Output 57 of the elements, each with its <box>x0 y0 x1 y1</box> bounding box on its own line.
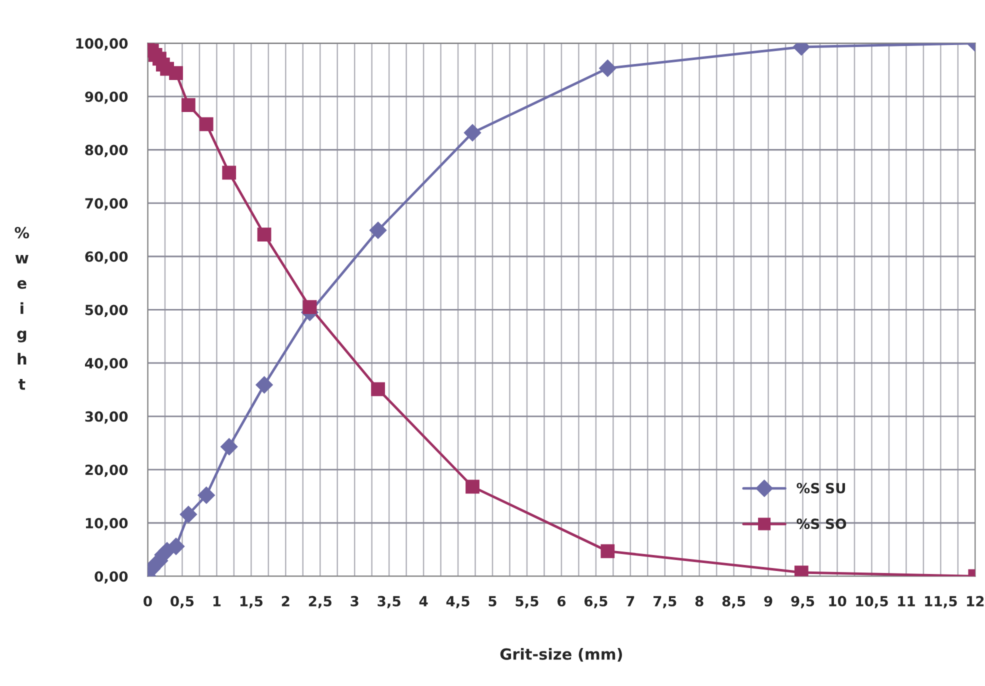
y-tick-label: 90,00 <box>85 91 128 104</box>
point <box>199 117 214 132</box>
point <box>599 60 616 77</box>
y-tick-label: 100,00 <box>76 38 128 50</box>
point <box>169 66 183 80</box>
point <box>302 300 317 314</box>
x-tick-label: 4,5 <box>446 596 470 608</box>
point <box>464 124 482 142</box>
y-tick-label: 20,00 <box>85 464 128 477</box>
point <box>257 228 272 242</box>
x-axis-title: Grit-size (mm) <box>500 648 622 662</box>
y-tick-label: 30,00 <box>85 411 128 424</box>
y-tick-label: 10,00 <box>86 518 128 530</box>
x-tick-label: 2 <box>282 596 290 606</box>
point <box>181 98 196 112</box>
y-tick-label: 60,00 <box>85 251 128 264</box>
x-tick-label: 0 <box>144 596 152 606</box>
x-tick-label: 5,5 <box>516 596 538 608</box>
point <box>198 486 215 504</box>
x-tick-label: 5 <box>488 596 496 606</box>
point <box>369 222 387 239</box>
point <box>371 382 385 396</box>
x-tick-label: 10 <box>829 596 846 606</box>
x-tick-label: 3,5 <box>378 596 400 608</box>
x-tick-label: 1 <box>213 596 221 606</box>
point <box>466 480 480 494</box>
x-tick-label: 6 <box>557 596 566 606</box>
x-tick-label: 3 <box>350 596 358 606</box>
legend-label: %S SU <box>796 482 846 494</box>
y-axis-title: % weight <box>14 226 30 390</box>
y-tick-label: 50,00 <box>85 304 128 317</box>
x-tick-label: 12 <box>967 596 984 606</box>
x-tick-label: 7 <box>626 596 634 606</box>
y-tick-label: 70,00 <box>85 198 128 210</box>
legend-label: %S SO <box>796 518 846 530</box>
y-tick-label: 80,00 <box>85 144 128 158</box>
x-tick-label: 1,5 <box>240 596 263 608</box>
x-tick-label: 11,5 <box>925 596 957 608</box>
point <box>180 506 197 523</box>
x-tick-label: 4 <box>419 596 428 606</box>
x-tick-label: 7,5 <box>654 596 676 608</box>
point <box>600 544 615 558</box>
point <box>220 438 238 456</box>
x-tick-label: 8,5 <box>722 596 746 608</box>
y-tick-label: 0,00 <box>94 571 128 584</box>
x-tick-label: 11 <box>898 596 915 606</box>
x-tick-label: 9 <box>764 596 772 606</box>
point <box>222 166 236 180</box>
y-tick-label: 40,00 <box>85 358 128 370</box>
x-tick-label: 2,5 <box>308 596 332 608</box>
point <box>256 376 273 394</box>
x-tick-label: 9,5 <box>791 596 814 608</box>
x-tick-label: 10,5 <box>856 596 888 608</box>
x-tick-label: 0,5 <box>170 596 194 608</box>
x-tick-label: 8 <box>695 596 704 606</box>
x-tick-label: 6,5 <box>584 596 608 608</box>
point <box>167 538 185 555</box>
